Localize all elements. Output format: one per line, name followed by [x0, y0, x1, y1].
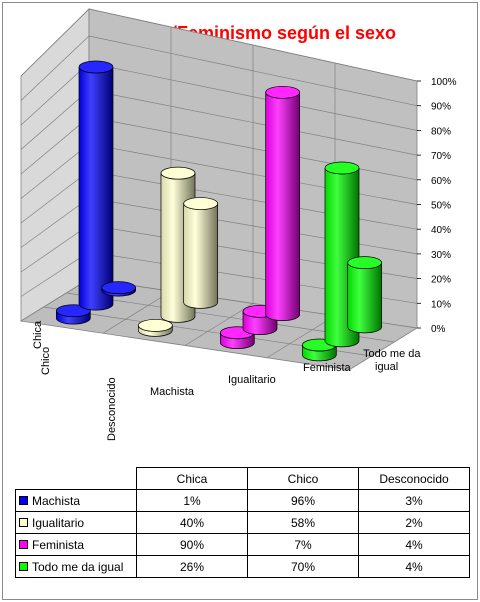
table-header-cell: Chico — [247, 467, 359, 490]
legend-swatch — [19, 495, 28, 505]
bar-top — [78, 60, 114, 74]
bar-body — [78, 66, 114, 311]
bar-body — [347, 262, 383, 334]
series-label: Chica — [32, 320, 44, 349]
y-tick-label: 60% — [431, 176, 451, 187]
table-row: Igualitario 40% 58% 2% — [15, 511, 470, 534]
table-header-cell: Chica — [136, 467, 248, 490]
gridline — [20, 170, 90, 224]
table-header-cell: Desconocido — [358, 467, 470, 490]
row-label-text: Igualitario — [32, 515, 85, 530]
bar — [183, 197, 219, 309]
bar-top — [265, 85, 301, 99]
gridline — [20, 89, 90, 150]
y-tick-label: 80% — [431, 126, 451, 137]
table-cell: 7% — [247, 533, 359, 556]
bar-top — [101, 281, 137, 295]
gridline — [184, 303, 254, 346]
bar — [101, 281, 137, 297]
table-row: Machista 1% 96% 3% — [15, 489, 470, 512]
table-row: Feminista 90% 7% 4% — [15, 533, 470, 556]
row-label: Feminista — [15, 533, 137, 556]
gridline — [20, 251, 90, 297]
x-tick-label: Machista — [150, 386, 195, 398]
bar-top — [183, 197, 219, 210]
bar-top — [160, 166, 196, 180]
table-row: Todo me da igual 26% 70% 4% — [15, 555, 470, 578]
y-tick-label: 70% — [431, 151, 451, 162]
table-cell: 40% — [136, 511, 248, 534]
series-label: Chico — [40, 347, 52, 375]
bars — [55, 60, 383, 362]
series-label: Desconocido — [106, 377, 118, 441]
gridline — [20, 197, 90, 248]
x-tick-label: Igualitario — [228, 374, 276, 386]
gridline — [20, 35, 90, 101]
gridline — [102, 290, 172, 334]
table-cell: 1% — [136, 489, 248, 512]
table-cell: 26% — [136, 555, 248, 578]
gridline — [20, 62, 90, 126]
row-label-text: Todo me da igual — [32, 559, 124, 574]
table-cell: 70% — [247, 555, 359, 578]
row-label-text: Machista — [32, 493, 81, 508]
x-tick-label-line: igual — [375, 361, 398, 373]
y-tick-label: 50% — [431, 201, 451, 212]
bar — [265, 85, 301, 321]
row-label: Igualitario — [15, 511, 137, 534]
gridline — [20, 116, 90, 175]
table-cell: 58% — [247, 511, 359, 534]
y-tick-label: 0% — [431, 324, 446, 335]
gridline — [20, 143, 90, 199]
table-header-row: Chica Chico Desconocido — [15, 467, 470, 490]
row-label: Machista — [15, 489, 137, 512]
gridlines — [20, 8, 418, 359]
legend-swatch — [19, 517, 28, 527]
table-cell: 3% — [358, 489, 470, 512]
bar-top — [137, 319, 173, 332]
bar — [137, 319, 173, 337]
x-tick-label: Feminista — [303, 362, 352, 374]
bar-body — [183, 203, 219, 309]
y-tick-label: 10% — [431, 299, 451, 310]
bar — [78, 60, 114, 311]
row-label-text: Feminista — [32, 537, 85, 552]
bar — [347, 256, 383, 334]
x-tick-label-line: Todo me da — [363, 348, 421, 360]
gridline — [20, 224, 90, 273]
legend-swatch — [19, 561, 28, 571]
bar-top — [324, 161, 360, 175]
y-tick-label: 20% — [431, 275, 451, 286]
x-tick-label: Todo me da igual — [363, 348, 421, 373]
table-cell: 4% — [358, 533, 470, 556]
legend-swatch — [19, 539, 28, 549]
table-corner — [15, 467, 137, 490]
data-table: Chica Chico Desconocido Machista 1% 96% … — [15, 467, 470, 578]
chart-plot: 0% 10% 20% 30% 40% 50% 60% 70% 80% 90% 100% Machist… — [19, 8, 457, 441]
bar-top — [347, 256, 383, 270]
bar-body — [265, 92, 301, 321]
row-label: Todo me da igual — [15, 555, 137, 578]
gridline — [266, 315, 336, 359]
gridline — [20, 8, 90, 77]
y-tick-label: 100% — [431, 77, 457, 88]
y-tick-label: 90% — [431, 102, 451, 113]
y-tick-label: 40% — [431, 225, 451, 236]
table-cell: 90% — [136, 533, 248, 556]
y-tick-label: 30% — [431, 250, 451, 261]
table-cell: 4% — [358, 555, 470, 578]
table-cell: 96% — [247, 489, 359, 512]
table-cell: 2% — [358, 511, 470, 534]
